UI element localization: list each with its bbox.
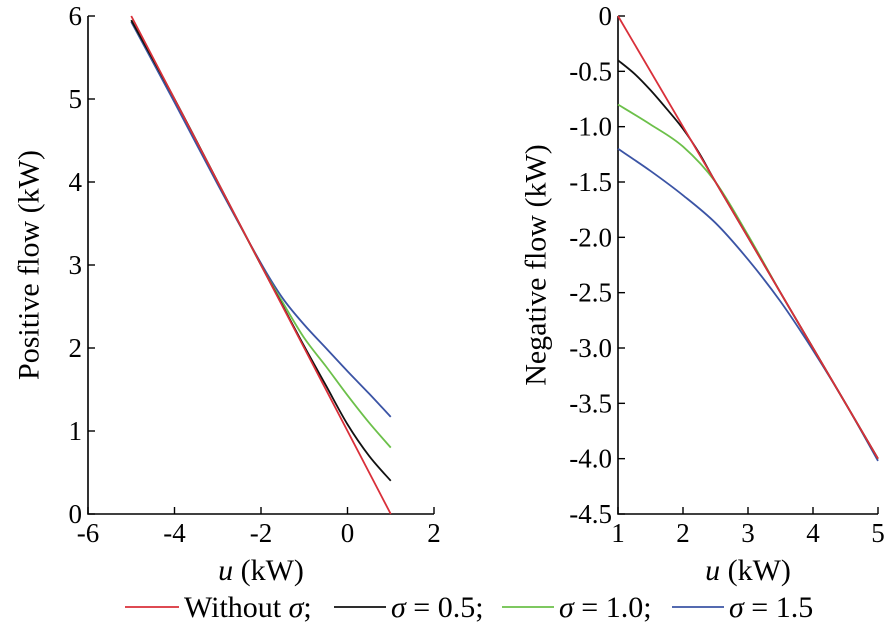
series-line-s15 [617, 148, 879, 462]
y-tick-label: -3.0 [569, 333, 612, 363]
series-line-s10 [617, 103, 879, 460]
x-axis-label: u (kW) [705, 554, 791, 587]
x-axis-label: u (kW) [218, 554, 304, 587]
y-tick-label: -2.5 [569, 278, 612, 308]
axis-lines [617, 16, 878, 515]
y-tick-label: -0.5 [569, 56, 612, 86]
x-tick-label: 0 [341, 518, 355, 548]
y-axis-label: Negative flow (kW) [520, 144, 553, 386]
legend-label-s10: σ = 1.0; [559, 591, 652, 624]
y-tick-label: -4.0 [569, 444, 612, 474]
y-tick-label: -1.5 [569, 167, 612, 197]
y-tick-label: 3 [69, 250, 83, 280]
y-axis-label: Positive flow (kW) [13, 150, 46, 380]
x-tick-label: 1 [611, 518, 625, 548]
x-tick-label: -2 [250, 518, 273, 548]
y-tick-label: -2.0 [569, 222, 612, 252]
x-tick-label: 3 [741, 518, 755, 548]
series-line-without [130, 15, 392, 515]
x-tick-label: 4 [806, 518, 820, 548]
y-tick-label: 1 [69, 416, 83, 446]
y-tick-label: 0 [599, 1, 613, 31]
x-tick-label: 2 [427, 518, 441, 548]
x-tick-label: -4 [163, 518, 186, 548]
y-tick-label: -3.5 [569, 388, 612, 418]
series-line-s15 [130, 21, 392, 418]
x-tick-label: 2 [676, 518, 690, 548]
y-tick-label: 4 [69, 167, 83, 197]
series-line-s10 [130, 19, 392, 449]
legend-label-s15: σ = 1.5 [729, 591, 813, 624]
positive-flow-chart: 0 1 2 3 4 5 6 -6 -4 -2 0 2 Positive flow (kW) u (kW) [13, 1, 441, 587]
y-tick-label: 0 [69, 499, 83, 529]
legend: Without σ; σ = 0.5; σ = 1.0; σ = 1.5 [125, 591, 813, 624]
series-line-without [617, 15, 879, 460]
y-tick-label: -1.0 [569, 112, 612, 142]
y-tick-label: 6 [69, 1, 83, 31]
x-tick-label: 5 [871, 518, 885, 548]
y-tick-label: -4.5 [569, 499, 612, 529]
y-tick-label: 2 [69, 333, 83, 363]
y-tick-label: 5 [69, 84, 83, 114]
legend-label-s05: σ = 0.5; [391, 591, 484, 624]
negative-flow-chart: 0 -0.5 -1.0 -1.5 -2.0 -2.5 -3.0 -3.5 -4.0 -4.51 2 3… [520, 1, 885, 587]
legend-label-without: Without σ; [184, 591, 312, 624]
x-tick-label: -6 [77, 518, 100, 548]
